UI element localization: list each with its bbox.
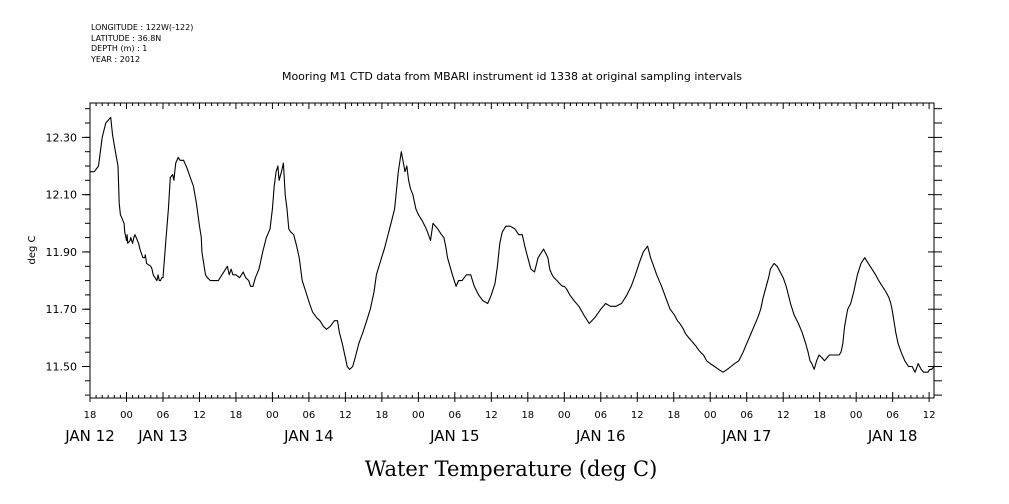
x-date-tick-label: JAN 17: [721, 427, 772, 445]
x-hour-tick-label: 06: [448, 410, 461, 421]
x-hour-tick-label: 00: [120, 410, 133, 421]
x-hour-tick-label: 06: [594, 410, 607, 421]
x-hour-tick-label: 12: [485, 410, 498, 421]
x-hour-tick-label: 12: [193, 410, 206, 421]
x-hour-tick-label: 00: [266, 410, 279, 421]
y-tick-label: 11.90: [46, 246, 78, 259]
x-hour-tick-label: 00: [704, 410, 717, 421]
y-tick-label: 12.30: [46, 131, 78, 144]
y-tick-label: 12.10: [46, 189, 78, 202]
x-hour-tick-label: 06: [740, 410, 753, 421]
temperature-series-line: [90, 116, 935, 373]
x-date-tick-label: JAN 12: [64, 427, 115, 445]
x-hour-tick-label: 12: [923, 410, 936, 421]
x-hour-tick-label: 12: [339, 410, 352, 421]
x-hour-tick-label: 18: [667, 410, 680, 421]
x-hour-tick-label: 06: [303, 410, 316, 421]
x-hour-tick-label: 06: [157, 410, 170, 421]
depth-label: DEPTH (m) : 1: [91, 44, 148, 53]
x-date-tick-label: JAN 18: [867, 427, 918, 445]
x-hour-tick-label: 18: [813, 410, 826, 421]
x-hour-tick-label: 18: [84, 410, 97, 421]
x-hour-tick-label: 00: [850, 410, 863, 421]
x-date-tick-label: JAN 15: [429, 427, 480, 445]
y-axis-label: deg C: [27, 235, 38, 264]
x-hour-tick-label: 12: [777, 410, 790, 421]
x-hour-tick-label: 06: [886, 410, 899, 421]
chart-title: Mooring M1 CTD data from MBARI instrumen…: [282, 70, 742, 83]
x-hour-tick-label: 18: [376, 410, 389, 421]
plot-metadata: LONGITUDE : 122W(-122) LATITUDE : 36.8N …: [91, 23, 193, 65]
x-date-tick-label: JAN 16: [575, 427, 626, 445]
plot-frame: [89, 102, 935, 399]
latitude-label: LATITUDE : 36.8N: [91, 33, 162, 43]
year-label: YEAR : 2012: [91, 54, 141, 64]
x-hour-tick-label: 18: [230, 410, 243, 421]
x-hour-tick-label: 12: [631, 410, 644, 421]
y-tick-label: 11.70: [46, 303, 78, 316]
x-axis-label: Water Temperature (deg C): [365, 457, 658, 481]
x-hour-tick-label: 00: [558, 410, 571, 421]
x-hour-tick-label: 18: [521, 410, 534, 421]
x-date-tick-label: JAN 14: [283, 427, 334, 445]
x-hour-tick-label: 00: [412, 410, 425, 421]
x-date-tick-label: JAN 13: [137, 427, 188, 445]
longitude-label: LONGITUDE : 122W(-122): [91, 23, 194, 32]
y-tick-label: 11.50: [46, 360, 78, 373]
